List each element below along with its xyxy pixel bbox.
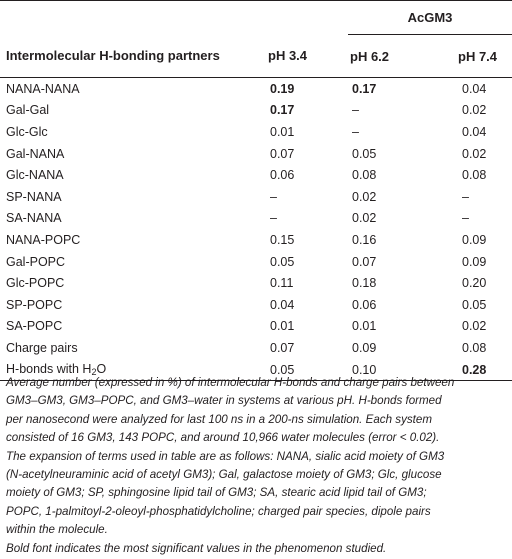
row-label: SP-NANA xyxy=(6,189,62,204)
row-label: Glc-POPC xyxy=(6,276,65,291)
group-header-row: AcGM3 xyxy=(0,0,512,35)
column-header-ph62: pH 6.2 xyxy=(348,34,434,78)
table-row: H-bonds with H2O 0.05 0.10 0.28 xyxy=(0,358,512,382)
row-value: – xyxy=(270,189,277,204)
row-value: 0.04 xyxy=(462,124,487,139)
footnote-line: per nanosecond were analyzed for last 10… xyxy=(6,412,432,426)
row-label: Glc-Glc xyxy=(6,124,48,139)
column-header-partners: Intermolecular H-bonding partners xyxy=(0,34,266,78)
row-value: 0.16 xyxy=(352,232,377,247)
row-value: 0.02 xyxy=(352,189,377,204)
row-value: 0.11 xyxy=(270,276,294,291)
hbond-table: AcGM3 Intermolecular H-bonding partners … xyxy=(0,0,512,382)
row-value: 0.06 xyxy=(352,297,377,312)
row-label-suffix: O xyxy=(96,362,107,377)
row-value: 0.08 xyxy=(462,168,487,183)
row-value: 0.19 xyxy=(270,81,295,96)
row-value: 0.04 xyxy=(462,81,487,96)
row-label: Gal-POPC xyxy=(6,254,66,269)
row-label: NANA-POPC xyxy=(6,232,81,247)
column-header-ph74: pH 7.4 xyxy=(434,34,512,78)
table-row: Glc-Glc 0.01 – 0.04 xyxy=(0,121,512,143)
footnote-line: GM3–GM3, GM3–POPC, and GM3–water in syst… xyxy=(6,394,442,408)
row-value: 0.28 xyxy=(434,358,512,382)
row-label: H-bonds with H2O xyxy=(0,358,266,382)
row-label: SA-POPC xyxy=(6,319,63,334)
row-label: NANA-NANA xyxy=(6,81,80,96)
row-label: Charge pairs xyxy=(6,340,78,355)
row-label-subscript: 2 xyxy=(91,367,97,378)
footnote-line: Bold font indicates the most significant… xyxy=(6,541,387,555)
row-label: SA-NANA xyxy=(6,211,62,226)
row-value: 0.08 xyxy=(462,340,487,355)
footnote-line: moiety of GM3; SP, sphingosine lipid tai… xyxy=(6,486,427,500)
row-value: – xyxy=(462,189,469,204)
footnote-line: POPC, 1-palmitoyl-2-oleoyl-phosphatidylc… xyxy=(6,504,431,518)
table-footnote: Average number (expressed in %) of inter… xyxy=(6,374,506,558)
row-value: 0.02 xyxy=(352,211,377,226)
footnote-line: Average number (expressed in %) of inter… xyxy=(6,376,455,389)
row-value: 0.20 xyxy=(462,276,487,291)
row-value: 0.17 xyxy=(270,103,295,118)
table-row: Gal-Gal 0.17 – 0.02 xyxy=(0,100,512,122)
row-value: 0.15 xyxy=(270,232,295,247)
row-value: 0.09 xyxy=(462,254,487,269)
table-row: Gal-NANA 0.07 0.05 0.02 xyxy=(0,143,512,165)
row-value: – xyxy=(352,103,359,118)
row-value: 0.07 xyxy=(270,340,295,355)
row-value: 0.07 xyxy=(352,254,377,269)
row-value: 0.05 xyxy=(462,297,487,312)
row-value: 0.18 xyxy=(352,276,377,291)
table-row: SA-POPC 0.01 0.01 0.02 xyxy=(0,316,512,338)
row-value: 0.05 xyxy=(270,254,295,269)
row-value: – xyxy=(352,124,359,139)
row-value: 0.02 xyxy=(462,319,487,334)
table-row: Charge pairs 0.07 0.09 0.08 xyxy=(0,337,512,359)
table-row: NANA-NANA 0.19 0.17 0.04 xyxy=(0,78,512,100)
row-value: 0.09 xyxy=(352,340,377,355)
row-value: 0.10 xyxy=(348,358,434,382)
table-body: NANA-NANA 0.19 0.17 0.04 Gal-Gal 0.17 – 0.02 Glc… xyxy=(0,78,512,382)
row-value: 0.05 xyxy=(266,358,348,382)
row-value: 0.02 xyxy=(462,103,487,118)
row-value: 0.17 xyxy=(352,81,377,96)
footnote-line: The expansion of terms used in table are… xyxy=(6,449,445,463)
table-row: NANA-POPC 0.15 0.16 0.09 xyxy=(0,229,512,251)
row-value: – xyxy=(270,211,277,226)
column-header-row: Intermolecular H-bonding partners pH 3.4… xyxy=(0,34,512,78)
table-row: Glc-NANA 0.06 0.08 0.08 xyxy=(0,164,512,186)
row-value: 0.09 xyxy=(462,232,487,247)
footnote-line: within the molecule. xyxy=(6,523,108,537)
row-value: 0.05 xyxy=(352,146,377,161)
row-value: 0.06 xyxy=(270,168,295,183)
row-value: 0.02 xyxy=(462,146,487,161)
row-value: 0.01 xyxy=(270,319,295,334)
row-value: 0.08 xyxy=(352,168,377,183)
footnote-line: consisted of 16 GM3, 143 POPC, and aroun… xyxy=(6,431,440,445)
row-label-prefix: H-bonds with H xyxy=(6,362,92,377)
table-row: Glc-POPC 0.11 0.18 0.20 xyxy=(0,272,512,294)
column-header-ph34: pH 3.4 xyxy=(266,34,348,78)
row-label: Gal-NANA xyxy=(6,146,65,161)
row-value: 0.01 xyxy=(352,319,377,334)
table-row: Gal-POPC 0.05 0.07 0.09 xyxy=(0,251,512,273)
footnote-line: (N-acetylneuraminic acid of acetyl GM3);… xyxy=(6,468,442,482)
row-value: 0.07 xyxy=(270,146,295,161)
row-value: 0.04 xyxy=(270,297,295,312)
row-value: – xyxy=(462,211,469,226)
table-row: SP-POPC 0.04 0.06 0.05 xyxy=(0,294,512,316)
row-label: SP-POPC xyxy=(6,297,63,312)
row-value: 0.01 xyxy=(270,124,295,139)
table-row: SP-NANA – 0.02 – xyxy=(0,186,512,208)
table-row: SA-NANA – 0.02 – xyxy=(0,208,512,230)
row-label: Glc-NANA xyxy=(6,168,64,183)
group-header-acgm3: AcGM3 xyxy=(348,0,512,35)
row-label: Gal-Gal xyxy=(6,103,50,118)
